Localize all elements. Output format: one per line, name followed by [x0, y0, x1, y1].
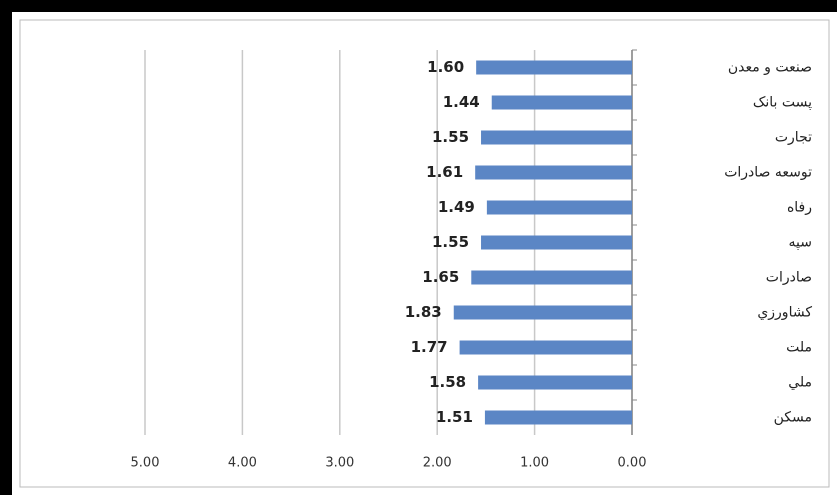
- data-label: 1.55: [432, 128, 469, 146]
- x-tick-label: 0.00: [618, 456, 647, 471]
- y-tick-label: تجارت: [775, 130, 812, 146]
- data-label: 1.55: [432, 233, 469, 251]
- background: [0, 0, 837, 495]
- bar: [492, 96, 632, 110]
- data-label: 1.58: [429, 373, 466, 391]
- data-label: 1.51: [436, 408, 473, 426]
- data-label: 1.83: [405, 303, 442, 321]
- y-tick-label: ملي: [788, 375, 812, 391]
- bar: [471, 271, 632, 285]
- y-tick-label: توسعه صادرات: [724, 165, 812, 181]
- data-label: 1.65: [422, 268, 459, 286]
- x-tick-label: 5.00: [131, 456, 160, 471]
- bar: [481, 131, 632, 145]
- y-tick-label: صادرات: [766, 270, 812, 286]
- data-label: 1.60: [427, 58, 464, 76]
- x-tick-label: 1.00: [520, 456, 549, 471]
- bar: [476, 61, 632, 75]
- bar: [454, 306, 632, 320]
- data-label: 1.61: [426, 163, 463, 181]
- frame-top: [0, 0, 837, 12]
- x-tick-label: 4.00: [228, 456, 257, 471]
- bar: [485, 411, 632, 425]
- y-tick-label: صنعت و معدن: [728, 60, 812, 76]
- bar: [460, 341, 632, 355]
- bar: [475, 166, 632, 180]
- y-tick-label: کشاورزي: [757, 305, 812, 321]
- y-tick-label: پست بانک: [753, 95, 812, 111]
- chart: 0.00 1.00 2.00 3.00 4.00 5.00 1.60 صنعت و معدن 1…: [0, 0, 837, 495]
- data-label: 1.44: [443, 93, 480, 111]
- y-tick-label: رفاه: [787, 200, 812, 216]
- y-tick-label: ملت: [786, 340, 812, 356]
- frame-left: [0, 0, 12, 495]
- data-label: 1.49: [438, 198, 475, 216]
- y-tick-label: سپه: [789, 235, 812, 251]
- bar: [481, 236, 632, 250]
- bar: [478, 376, 632, 390]
- bar: [487, 201, 632, 215]
- y-tick-label: مسکن: [774, 410, 812, 426]
- data-label: 1.77: [411, 338, 448, 356]
- x-tick-label: 3.00: [325, 456, 354, 471]
- x-tick-label: 2.00: [423, 456, 452, 471]
